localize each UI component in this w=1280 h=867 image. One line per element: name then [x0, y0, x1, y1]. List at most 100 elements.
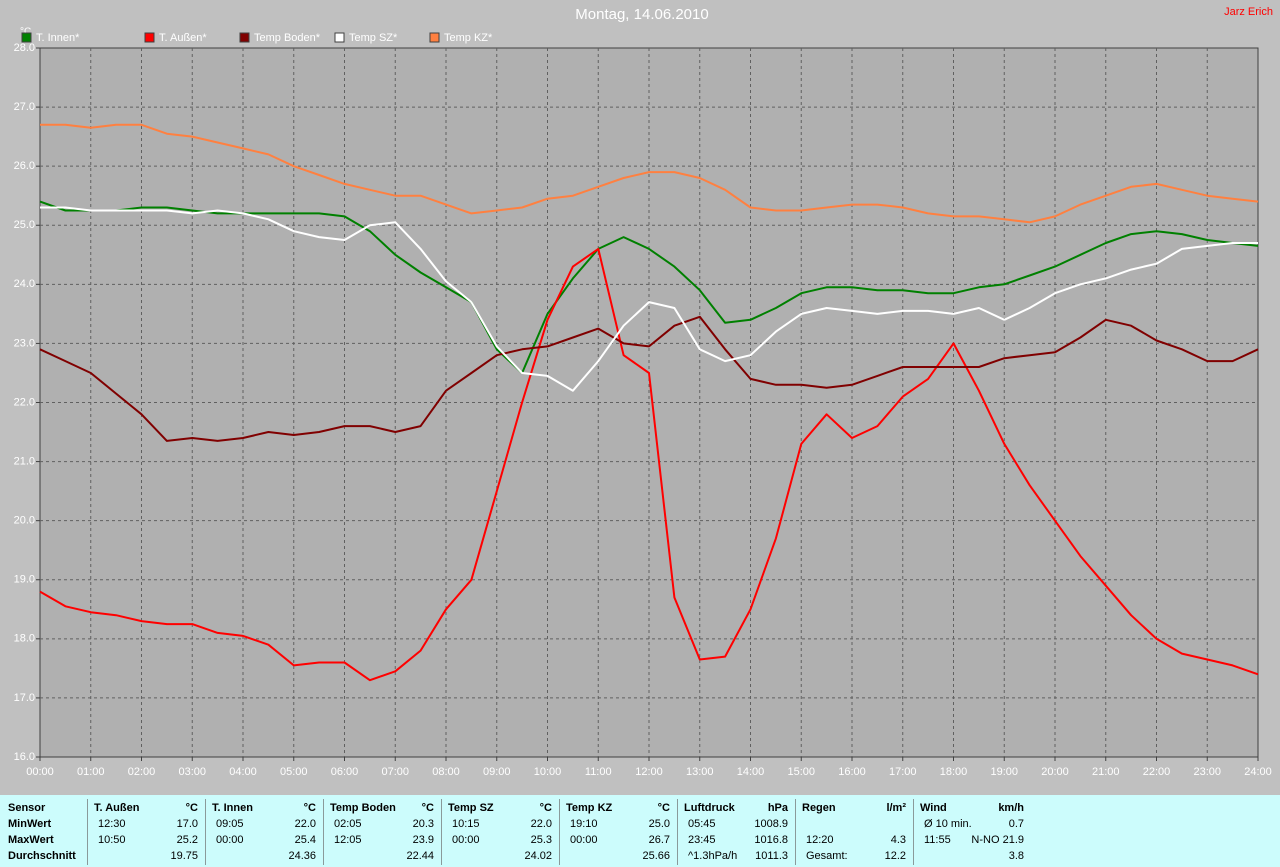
table-cell: 25.4	[294, 834, 316, 846]
table-cell: 1008.9	[754, 818, 788, 830]
table-cell: Temp SZ	[448, 802, 494, 814]
legend-swatch	[144, 32, 155, 43]
table-cell: T. Innen	[212, 802, 253, 814]
divider	[913, 799, 914, 865]
table-cell: 12.2	[884, 850, 906, 862]
y-tick-label: 27.0	[14, 101, 35, 113]
x-tick-label: 19:00	[990, 766, 1018, 778]
x-tick-label: 04:00	[229, 766, 257, 778]
y-tick-label: 22.0	[14, 396, 35, 408]
author: Jarz Erich	[1224, 6, 1273, 18]
table-cell: 02:05	[334, 818, 362, 830]
table-cell: 22.44	[406, 850, 434, 862]
table-cell: 00:00	[452, 834, 480, 846]
y-tick-label: 21.0	[14, 455, 35, 467]
table-cell: 24.02	[524, 850, 552, 862]
table-cell: 3.8	[1008, 850, 1024, 862]
table-cell: Temp KZ	[566, 802, 613, 814]
x-tick-label: 09:00	[483, 766, 511, 778]
x-tick-label: 20:00	[1041, 766, 1069, 778]
legend-label: Temp Boden*	[254, 32, 321, 44]
x-tick-label: 08:00	[432, 766, 460, 778]
legend-label: Temp SZ*	[349, 32, 398, 44]
table-cell: 00:00	[216, 834, 244, 846]
divider	[205, 799, 206, 865]
table-cell: 22.0	[530, 818, 552, 830]
table-cell: °C	[185, 802, 198, 814]
legend-label: T. Innen*	[36, 32, 80, 44]
table-cell: MaxWert	[8, 834, 54, 846]
divider	[441, 799, 442, 865]
y-tick-label: 25.0	[14, 219, 35, 231]
y-tick-label: 24.0	[14, 278, 35, 290]
table-cell: Gesamt:	[806, 850, 848, 862]
x-tick-label: 02:00	[128, 766, 156, 778]
table-cell: Regen	[802, 802, 836, 814]
table-cell: °C	[657, 802, 670, 814]
y-tick-label: 18.0	[14, 633, 35, 645]
table-cell: 1016.8	[754, 834, 788, 846]
x-tick-label: 01:00	[77, 766, 105, 778]
y-tick-label: 19.0	[14, 574, 35, 586]
chart: Montag, 14.06.2010 Jarz Erich °C 16.0 17.…	[14, 6, 1273, 778]
legend-swatch	[429, 32, 440, 43]
table-cell: 17.0	[176, 818, 198, 830]
x-tick-label: 10:00	[534, 766, 562, 778]
table-cell: 0.7	[1008, 818, 1024, 830]
x-tick-label: 15:00	[787, 766, 815, 778]
x-tick-label: 24:00	[1244, 766, 1272, 778]
legend-swatch	[239, 32, 250, 43]
table-cell: hPa	[767, 802, 788, 814]
y-tick-label: 28.0	[14, 42, 35, 54]
table-cell: 23.9	[412, 834, 434, 846]
table-cell: Luftdruck	[684, 802, 735, 814]
x-tick-label: 05:00	[280, 766, 308, 778]
x-tick-label: 23:00	[1193, 766, 1221, 778]
table-cell: Ø 10 min.	[924, 818, 972, 830]
table-cell: 25.2	[176, 834, 198, 846]
table-cell: 05:45	[688, 818, 716, 830]
table-cell: 11:55	[924, 834, 951, 846]
table-cell: 25.0	[648, 818, 670, 830]
table-cell: Sensor	[8, 802, 46, 814]
table-cell: 1011.3	[755, 850, 788, 862]
legend-swatch	[21, 32, 32, 43]
table-cell: MinWert	[8, 818, 52, 830]
stats-panel: Sensor MinWert MaxWert Durchschnitt T. Außen…	[0, 795, 1280, 867]
y-tick-label: 23.0	[14, 337, 35, 349]
table-cell: 25.3	[530, 834, 552, 846]
divider	[87, 799, 88, 865]
legend-label: Temp KZ*	[444, 32, 493, 44]
series-line	[40, 123, 1259, 224]
x-tick-label: 21:00	[1092, 766, 1120, 778]
y-tick-label: 17.0	[14, 692, 35, 704]
x-tick-label: 12:00	[635, 766, 663, 778]
table-cell: 24.36	[288, 850, 316, 862]
table-cell: °C	[539, 802, 552, 814]
table-cell: 12:30	[98, 818, 126, 830]
divider	[795, 799, 796, 865]
table-cell: 09:05	[216, 818, 244, 830]
table-cell: °C	[303, 802, 316, 814]
table-cell: 12:20	[806, 834, 834, 846]
table-cell: Temp Boden	[330, 802, 396, 814]
x-tick-label: 03:00	[178, 766, 206, 778]
series-line	[40, 206, 1258, 392]
x-tick-label: 18:00	[940, 766, 968, 778]
table-cell: 12:05	[334, 834, 362, 846]
table-cell: Durchschnitt	[8, 850, 76, 862]
y-tick-label: 26.0	[14, 160, 35, 172]
table-cell: 19.75	[170, 850, 198, 862]
y-tick-label: 20.0	[14, 515, 35, 527]
x-tick-label: 00:00	[26, 766, 54, 778]
divider	[323, 799, 324, 865]
table-cell: 20.3	[412, 818, 434, 830]
x-tick-label: 06:00	[331, 766, 359, 778]
table-cell: 19:10	[570, 818, 598, 830]
legend-swatch	[334, 32, 345, 43]
legend-label: T. Außen*	[159, 32, 207, 44]
y-axis-label: °C	[20, 27, 31, 38]
table-cell: 10:50	[98, 834, 126, 846]
chart-title: Montag, 14.06.2010	[575, 6, 708, 23]
